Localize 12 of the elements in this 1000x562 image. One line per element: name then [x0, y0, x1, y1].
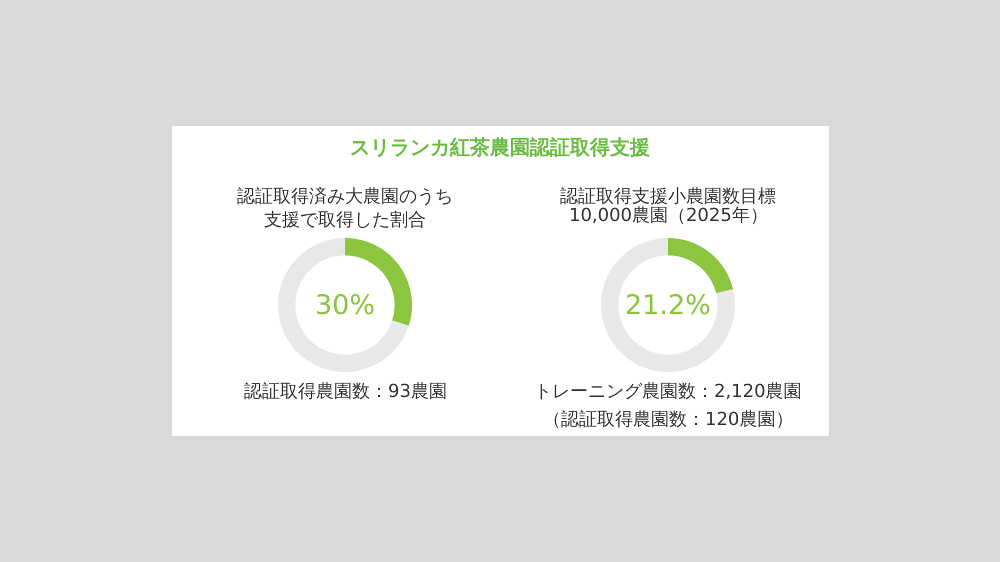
- text: 30%: [315, 290, 376, 321]
- donut-slice: [601, 238, 735, 372]
- text: （認証取得農園数：120農園）: [543, 409, 794, 430]
- donut-slice: [278, 238, 409, 372]
- chart-title: 認証取得支援小農園数目標: [560, 186, 776, 207]
- text: 認証取得農園数：93農園: [244, 381, 447, 402]
- text: トレーニング農園数：2,120農園: [534, 381, 802, 402]
- chart-subtitle: 10,000農園（2025年）: [569, 205, 768, 226]
- text: スリランカ紅茶農園認証取得支援: [350, 135, 650, 159]
- donut-slice: [668, 238, 734, 294]
- text: 21.2%: [625, 290, 711, 321]
- chart-title: 認証取得済み大農園のうち支援で取得した割合: [237, 186, 453, 230]
